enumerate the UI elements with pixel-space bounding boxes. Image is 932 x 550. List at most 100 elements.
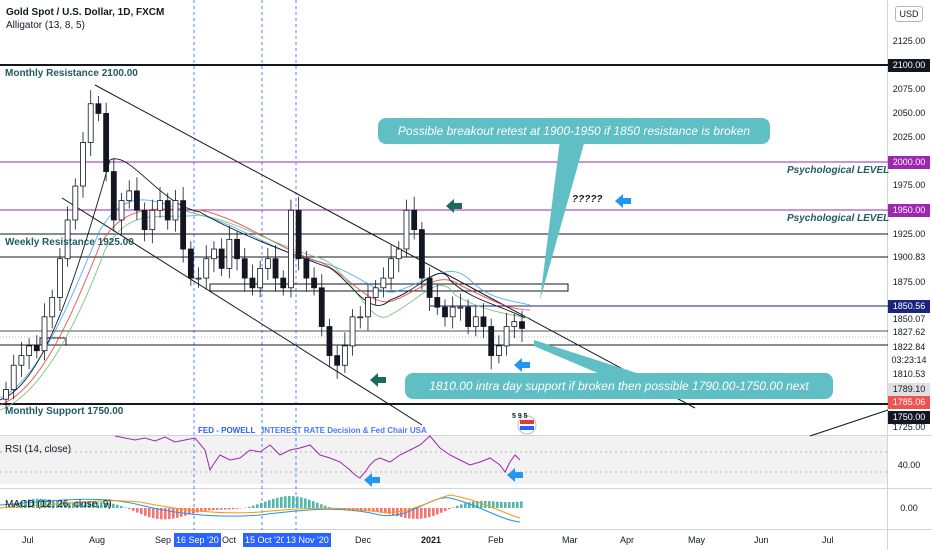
time-tick: Apr <box>620 535 635 545</box>
macd-bar <box>324 505 327 508</box>
macd-bar <box>148 508 151 518</box>
chart-header: Gold Spot / U.S. Dollar, 1D, FXCM Alliga… <box>6 6 164 32</box>
callout-support[interactable]: 1810.00 intra day support if broken then… <box>405 373 833 399</box>
time-tick: Dec <box>355 535 372 545</box>
candle-body <box>211 248 217 260</box>
candle-body <box>118 200 125 221</box>
candle-body <box>295 209 302 260</box>
question-note[interactable]: ????? <box>572 194 603 205</box>
price-label-box: 1750.00 <box>888 411 930 424</box>
channel-lower-line[interactable] <box>61 197 423 426</box>
macd-bar <box>376 508 379 513</box>
candle-body <box>164 200 171 221</box>
candle-body <box>449 306 456 318</box>
rsi-line <box>114 435 521 479</box>
candle-body <box>226 238 233 269</box>
candle-body <box>388 258 394 279</box>
price-label-box: 1822.84 <box>888 341 930 354</box>
candle-body <box>480 316 487 327</box>
indicator-label[interactable]: Alligator (13, 8, 5) <box>6 20 85 31</box>
macd-bar <box>48 499 51 508</box>
macd-bar <box>392 508 395 516</box>
candle-body <box>395 248 402 260</box>
candle-body <box>126 190 133 202</box>
price-label-box: 1850.07 <box>888 313 930 326</box>
macd-bar <box>256 504 259 508</box>
macd-bar <box>320 504 323 508</box>
macd-bar <box>312 501 315 508</box>
time-tick: 13 Nov '20 <box>284 533 331 547</box>
macd-bar <box>452 507 455 508</box>
price-tick: 1875.00 <box>892 277 926 287</box>
candle-body <box>418 229 425 279</box>
macd-bar <box>508 502 511 508</box>
candle-body <box>18 355 25 366</box>
psych-level-label-1950[interactable]: Psychological LEVEL <box>787 213 890 224</box>
macd-bar <box>136 508 139 513</box>
monthly-support-label[interactable]: Monthly Support 1750.00 <box>5 406 124 417</box>
weekly-resistance-label[interactable]: Weekly Resistance 1925.00 <box>5 237 134 248</box>
macd-bar <box>480 500 483 508</box>
macd-bar <box>144 508 147 516</box>
blue-arrow-question <box>615 194 631 208</box>
candle-body <box>519 321 525 329</box>
psych-level-label-2000[interactable]: Psychological LEVEL <box>787 165 890 176</box>
macd-bar <box>124 507 127 508</box>
callout-breakout[interactable]: Possible breakout retest at 1900-1950 if… <box>378 118 770 144</box>
macd-bar <box>444 508 447 511</box>
macd-bar <box>288 496 291 508</box>
event-fed-powell[interactable]: FED - POWELL <box>198 426 256 435</box>
channel-upper-line[interactable] <box>94 84 696 409</box>
rsi-label[interactable]: RSI (14, close) <box>5 444 72 455</box>
macd-bar <box>76 502 79 508</box>
candle-body <box>41 316 48 352</box>
candle-body <box>80 142 86 187</box>
macd-bar <box>200 508 203 512</box>
candle-body <box>311 277 317 289</box>
symbol-title[interactable]: Gold Spot / U.S. Dollar, 1D, FXCM <box>6 7 165 18</box>
macd-bar <box>428 508 431 518</box>
zone-rectangle[interactable] <box>209 283 569 292</box>
macd-bar <box>16 502 19 508</box>
macd-bar <box>32 498 35 508</box>
macd-bar <box>128 508 131 510</box>
macd-bar <box>184 508 187 516</box>
candle-body <box>488 326 495 356</box>
candle-body <box>64 219 71 260</box>
macd-bar <box>456 505 459 508</box>
price-tick: 1725.00 <box>892 422 926 432</box>
macd-bar <box>228 508 231 510</box>
candle-body <box>272 258 279 279</box>
macd-bar <box>20 501 23 508</box>
macd-bar <box>316 502 319 508</box>
candle-body <box>434 297 441 308</box>
candle-body <box>288 209 294 289</box>
price-label-box: 03:23:14 <box>888 354 930 367</box>
candle-body <box>234 238 240 260</box>
macd-bar <box>204 508 207 512</box>
candle-body <box>511 321 518 327</box>
monthly-resistance-label[interactable]: Monthly Resistance 2100.00 <box>5 68 138 79</box>
macd-bar <box>440 508 443 513</box>
price-label-box: 2000.00 <box>888 156 930 169</box>
macd-bar <box>232 508 235 510</box>
macd-label[interactable]: MACD (12, 26, close, 9) <box>5 499 112 510</box>
event-interest-rate[interactable]: INTEREST RATE Decision & Fed Chair USA <box>262 426 427 435</box>
time-tick: Jul <box>22 535 34 545</box>
macd-bar <box>400 508 403 518</box>
candle-body <box>426 277 433 298</box>
macd-tick: 0.00 <box>900 503 918 513</box>
macd-bar <box>500 501 503 508</box>
macd-bar <box>168 508 171 520</box>
macd-bar <box>208 508 211 511</box>
candle-body <box>334 355 341 366</box>
price-label-box: 1789.10 <box>888 383 930 396</box>
price-tick: 2125.00 <box>892 36 926 46</box>
macd-bar <box>460 504 463 508</box>
candle-body <box>326 326 333 356</box>
macd-bar <box>172 508 175 519</box>
candle-body <box>380 277 387 289</box>
currency-button[interactable]: USD <box>895 6 923 22</box>
macd-bar <box>156 508 159 519</box>
